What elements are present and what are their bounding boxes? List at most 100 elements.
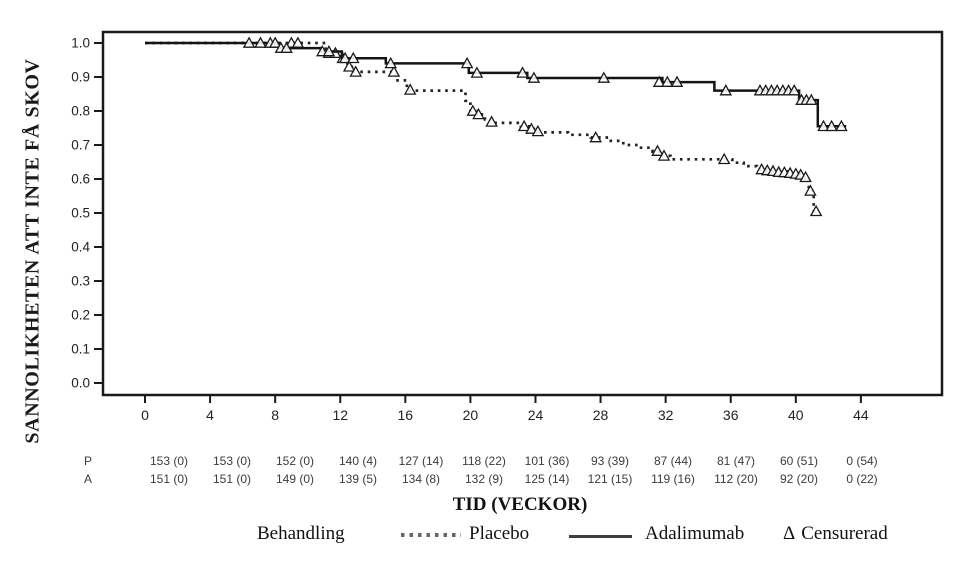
adalimumab-solid-line-sample-icon bbox=[569, 535, 632, 538]
censored-mark-adalimumab bbox=[242, 36, 256, 48]
censored-triangle-icon: Δ bbox=[783, 523, 796, 544]
y-tick-label: 0.8 bbox=[71, 104, 90, 119]
x-tick-label: 28 bbox=[593, 407, 609, 423]
censored-mark-adalimumab bbox=[787, 84, 801, 96]
risk-cell: 140 (4) bbox=[338, 454, 378, 468]
censored-mark-placebo bbox=[466, 104, 480, 116]
risk-cell: 127 (14) bbox=[398, 454, 444, 468]
y-tick-label: 0.2 bbox=[71, 308, 90, 323]
risk-cell: 112 (20) bbox=[714, 472, 758, 486]
censored-mark-adalimumab bbox=[516, 66, 529, 78]
censored-mark-placebo bbox=[517, 119, 531, 132]
legend-adalimumab-label: Adalimumab bbox=[645, 523, 745, 544]
risk-cell: 139 (5) bbox=[338, 472, 378, 486]
censored-mark-adalimumab bbox=[460, 56, 474, 69]
y-tick-label: 0.5 bbox=[71, 206, 90, 221]
risk-cell: 153 (0) bbox=[149, 454, 189, 468]
censored-mark-adalimumab bbox=[804, 93, 818, 105]
risk-cell: 93 (39) bbox=[590, 454, 630, 468]
risk-cell: 118 (22) bbox=[462, 454, 506, 468]
x-tick-label: 12 bbox=[332, 407, 348, 423]
risk-cell: 0 (22) bbox=[846, 472, 878, 486]
risk-cell: 81 (47) bbox=[716, 454, 756, 468]
risk-cell: 151 (0) bbox=[212, 472, 252, 486]
x-tick-label: 44 bbox=[853, 407, 869, 423]
censored-mark-placebo bbox=[589, 130, 603, 143]
risk-cell: 101 (36) bbox=[524, 454, 570, 468]
x-tick-label: 36 bbox=[723, 407, 739, 423]
censored-mark-placebo bbox=[525, 122, 538, 134]
x-tick-label: 8 bbox=[271, 407, 279, 423]
risk-cell: 60 (51) bbox=[779, 454, 819, 468]
x-axis-title: TID (VECKOR) bbox=[452, 494, 588, 515]
censored-mark-placebo bbox=[485, 115, 498, 127]
censored-mark-adalimumab bbox=[384, 56, 398, 69]
placebo-dotted-line-sample-icon bbox=[401, 533, 461, 537]
y-tick-label: 0.6 bbox=[71, 172, 90, 187]
censored-mark-placebo bbox=[657, 149, 671, 161]
x-tick-label: 0 bbox=[141, 407, 149, 423]
risk-cell: 134 (8) bbox=[401, 472, 441, 486]
risk-cell: 87 (44) bbox=[653, 454, 693, 468]
censored-mark-placebo bbox=[651, 144, 664, 156]
risk-cell: 152 (0) bbox=[275, 454, 315, 468]
censored-mark-placebo bbox=[472, 107, 485, 120]
censored-mark-placebo bbox=[717, 152, 731, 165]
legend-censored-label: Censurerad bbox=[801, 523, 888, 544]
censored-mark-placebo bbox=[804, 184, 817, 196]
risk-cell: 121 (15) bbox=[587, 472, 633, 486]
legend-censored-item: Δ Censurerad bbox=[783, 523, 888, 545]
risk-cell: 149 (0) bbox=[275, 472, 315, 486]
y-tick-label: 0.1 bbox=[71, 342, 90, 357]
risk-cell: 151 (0) bbox=[149, 472, 189, 486]
risk-cell: 125 (14) bbox=[524, 472, 570, 486]
censored-mark-placebo bbox=[403, 83, 417, 95]
y-tick-label: 0.0 bbox=[71, 376, 90, 391]
risk-cell: 132 (9) bbox=[464, 472, 504, 486]
censored-mark-placebo bbox=[799, 170, 812, 183]
x-tick-label: 40 bbox=[788, 407, 804, 423]
y-tick-label: 0.4 bbox=[71, 240, 90, 255]
censored-mark-adalimumab bbox=[470, 66, 484, 78]
censored-mark-adalimumab bbox=[346, 51, 360, 64]
risk-row-label-P: P bbox=[84, 454, 93, 468]
risk-cell: 92 (20) bbox=[779, 472, 819, 486]
risk-cell: 119 (16) bbox=[651, 472, 695, 486]
y-tick-label: 0.9 bbox=[71, 70, 90, 85]
censored-mark-adalimumab bbox=[670, 75, 684, 87]
y-tick-label: 0.7 bbox=[71, 138, 90, 153]
legend: Behandling Placebo Adalimumab Δ Censurera… bbox=[0, 523, 958, 551]
censored-mark-adalimumab bbox=[825, 119, 838, 132]
censored-mark-adalimumab bbox=[322, 44, 336, 57]
legend-placebo-label: Placebo bbox=[469, 523, 530, 544]
censored-mark-adalimumab bbox=[527, 71, 541, 83]
y-tick-label: 1.0 bbox=[71, 36, 90, 51]
censored-mark-placebo bbox=[387, 65, 401, 77]
censored-mark-adalimumab bbox=[280, 41, 293, 53]
x-tick-label: 24 bbox=[528, 407, 544, 423]
censored-mark-placebo bbox=[809, 204, 823, 217]
y-tick-label: 0.3 bbox=[71, 274, 90, 289]
risk-cell: 0 (54) bbox=[846, 454, 878, 468]
censored-mark-placebo bbox=[531, 124, 545, 137]
censored-mark-adalimumab bbox=[268, 36, 282, 48]
curve-placebo bbox=[145, 41, 821, 213]
legend-title: Behandling bbox=[257, 523, 345, 544]
x-tick-label: 16 bbox=[398, 407, 414, 423]
censored-mark-placebo bbox=[349, 65, 363, 77]
curve-adalimumab bbox=[145, 41, 847, 128]
censored-mark-placebo bbox=[342, 60, 356, 72]
x-tick-label: 20 bbox=[463, 407, 479, 423]
censored-mark-adalimumab bbox=[719, 84, 733, 96]
censored-mark-adalimumab bbox=[652, 75, 666, 87]
censored-mark-adalimumab bbox=[817, 119, 830, 132]
risk-row-label-A: A bbox=[84, 472, 93, 486]
censored-mark-adalimumab bbox=[835, 119, 848, 132]
x-tick-label: 32 bbox=[658, 407, 674, 423]
censored-mark-adalimumab bbox=[597, 71, 611, 83]
censored-mark-adalimumab bbox=[338, 51, 352, 64]
x-tick-label: 4 bbox=[206, 407, 214, 423]
risk-cell: 153 (0) bbox=[212, 454, 252, 468]
